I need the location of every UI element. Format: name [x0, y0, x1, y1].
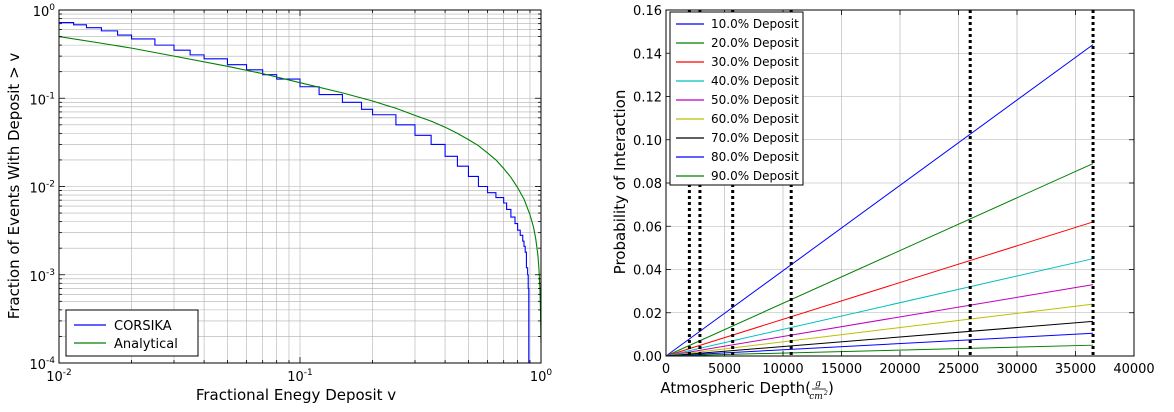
left-y-tick-label: 100 — [33, 3, 56, 20]
left-legend-label-corsika: CORSIKA — [114, 319, 172, 334]
right-legend-label: 20.0% Deposit — [711, 36, 799, 50]
right-legend-label: 40.0% Deposit — [711, 74, 799, 88]
left-chart-ticks: 10-2 10-1 100 10-4 10-3 10-2 10-1 100 — [29, 3, 552, 385]
right-chart-xlabel: Atmospheric Depth( g cm 2 ) — [660, 379, 834, 402]
right-legend-label: 80.0% Deposit — [711, 150, 799, 164]
right-legend-label: 60.0% Deposit — [711, 112, 799, 126]
right-x-tick-label: 5000 — [708, 362, 741, 377]
right-x-tick-label: 0 — [662, 362, 670, 377]
left-y-tick-label: 10-2 — [29, 180, 55, 197]
right-xlabel-frac-den: cm — [809, 392, 823, 402]
right-x-tick-label: 10000 — [762, 362, 803, 377]
left-legend-label-analytical: Analytical — [114, 337, 178, 352]
right-y-tick-label: 0.10 — [633, 134, 662, 149]
right-xlabel-text: Atmospheric Depth( — [660, 379, 811, 397]
left-chart: 10-2 10-1 100 10-4 10-3 10-2 10-1 100 Fractiona… — [5, 3, 552, 404]
right-series-line — [665, 44, 1094, 357]
right-y-tick-label: 0.04 — [633, 264, 662, 279]
left-y-tick-label: 10-3 — [29, 268, 55, 285]
right-legend-label: 10.0% Deposit — [711, 17, 799, 31]
right-chart-ticks: 0 5000 10000 15000 20000 25000 30000 35000 40000… — [633, 4, 1155, 377]
right-legend-label: 30.0% Deposit — [711, 55, 799, 69]
right-chart-ylabel: Probability of Interaction — [611, 90, 629, 275]
right-series-line — [665, 284, 1094, 357]
right-legend-label: 70.0% Deposit — [711, 131, 799, 145]
right-x-tick-label: 40000 — [1113, 362, 1154, 377]
right-legend-label: 90.0% Deposit — [711, 169, 799, 183]
right-x-tick-label: 25000 — [938, 362, 979, 377]
left-legend-box — [65, 309, 199, 357]
right-y-tick-label: 0.16 — [633, 4, 662, 19]
right-series-line — [665, 303, 1094, 357]
right-series-line — [665, 320, 1094, 357]
right-xlabel-frac-exp: 2 — [823, 390, 828, 397]
right-series-line — [665, 163, 1094, 357]
right-legend-box — [669, 11, 804, 186]
left-chart-ylabel: Fraction of Events With Deposit > v — [5, 53, 23, 320]
right-x-tick-label: 15000 — [821, 362, 862, 377]
right-chart: 0 5000 10000 15000 20000 25000 30000 35000 40000… — [611, 4, 1155, 402]
left-y-tick-label: 10-1 — [29, 91, 55, 108]
left-y-tick-label: 10-4 — [29, 356, 55, 373]
left-x-tick-label: 10-1 — [287, 368, 313, 385]
right-x-tick-label: 30000 — [996, 362, 1037, 377]
right-y-tick-label: 0.02 — [633, 307, 662, 322]
right-y-tick-label: 0.12 — [633, 91, 662, 106]
left-series-analytical — [58, 36, 542, 343]
right-series-line — [665, 221, 1094, 357]
right-x-tick-label: 20000 — [879, 362, 920, 377]
right-legend-label: 50.0% Deposit — [711, 93, 799, 107]
right-x-tick-label: 35000 — [1055, 362, 1096, 377]
right-y-tick-label: 0.00 — [633, 350, 662, 365]
right-xlabel-frac-num: g — [815, 379, 821, 389]
right-xlabel-close: ) — [828, 379, 834, 397]
left-chart-series — [58, 22, 542, 363]
left-series-corsika — [59, 22, 530, 363]
right-series-line — [665, 332, 1094, 357]
right-chart-legend: 10.0% Deposit 20.0% Deposit 30.0% Deposit 4… — [669, 11, 804, 186]
left-x-tick-label: 10-2 — [46, 368, 72, 385]
right-y-tick-label: 0.06 — [633, 220, 662, 235]
right-y-tick-label: 0.14 — [633, 47, 662, 62]
right-y-tick-label: 0.08 — [633, 177, 662, 192]
right-chart-vlines — [687, 10, 1095, 356]
left-x-tick-label: 100 — [530, 368, 553, 385]
right-series-line — [665, 344, 1094, 357]
right-series-line — [665, 258, 1094, 357]
right-chart-series — [665, 44, 1094, 357]
left-chart-xlabel: Fractional Enegy Deposit v — [196, 386, 396, 404]
left-chart-legend: CORSIKA Analytical — [65, 309, 199, 357]
